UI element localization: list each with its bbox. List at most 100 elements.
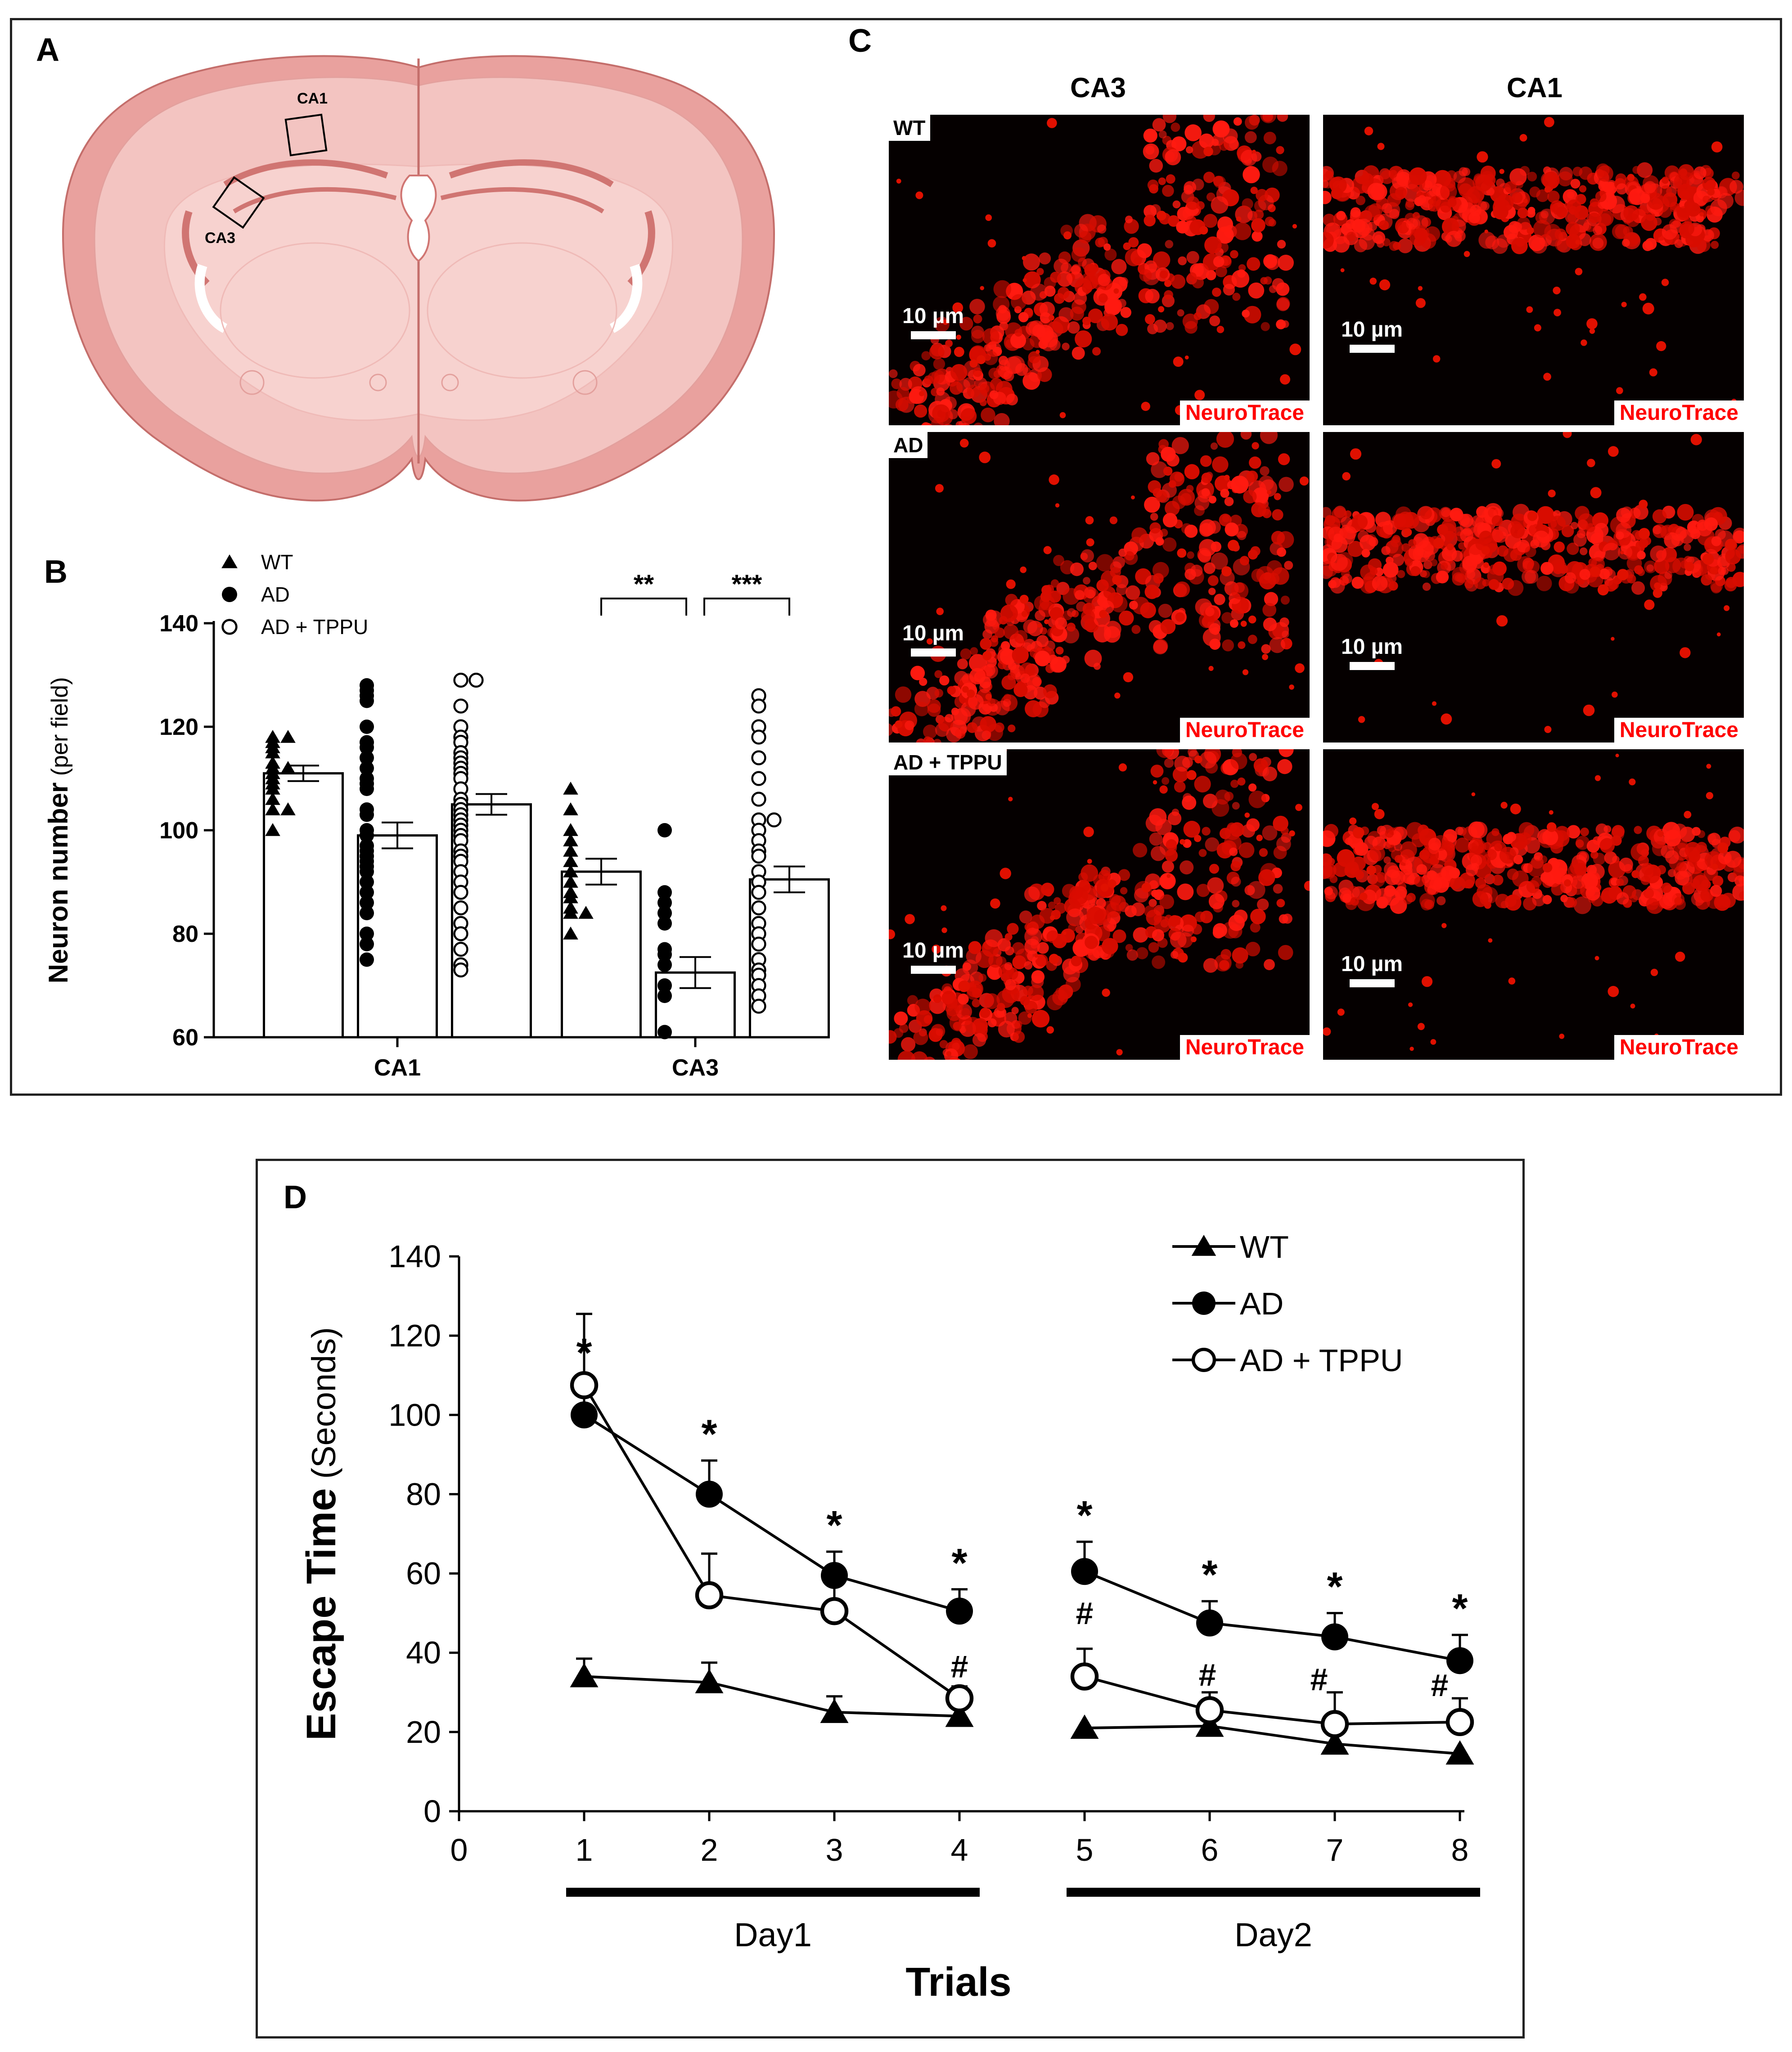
legend-marker [222, 587, 237, 602]
micrograph-ca1-0: 10 µm NeuroTrace [1323, 115, 1744, 425]
y-axis-label-main: Neuron number [43, 783, 73, 984]
data-point [360, 751, 374, 765]
data-point [657, 1025, 672, 1040]
scale-bar: 10 µm [1341, 952, 1403, 987]
data-point [453, 672, 468, 688]
legend-label: AD + TPPU [261, 615, 368, 639]
data-point [1070, 1662, 1099, 1691]
data-point [1321, 1623, 1348, 1651]
significance-bracket [600, 598, 687, 616]
micrograph-ca1-2: 10 µm NeuroTrace [1323, 749, 1744, 1060]
scale-bar-line [1349, 662, 1395, 670]
scale-bar-label: 10 µm [902, 304, 964, 328]
x-tick-label: CA1 [374, 1055, 421, 1081]
data-point [360, 885, 374, 900]
data-point [563, 864, 578, 878]
significance-hash: # [951, 1649, 968, 1684]
panel-d-label: D [284, 1179, 307, 1215]
data-point [695, 1581, 724, 1610]
series-line-wt [584, 1675, 960, 1718]
data-point [751, 792, 766, 807]
data-point [360, 927, 374, 941]
col-title-ca3: CA3 [1070, 72, 1126, 104]
ca1-region-label: CA1 [297, 90, 328, 107]
data-point [265, 792, 280, 805]
x-axis-label: Trials [905, 1960, 1011, 2005]
data-point [751, 999, 766, 1014]
data-point [696, 1480, 723, 1508]
data-point [360, 828, 374, 843]
data-point [946, 1598, 973, 1625]
data-point [360, 740, 374, 755]
data-point [360, 693, 374, 708]
data-point [360, 875, 374, 889]
data-point [453, 962, 468, 978]
legend-label: WT [261, 550, 293, 574]
scale-bar-label: 10 µm [1341, 635, 1403, 659]
data-point [1195, 1696, 1224, 1724]
legend-marker [221, 619, 238, 635]
x-tick-label: 4 [951, 1832, 968, 1868]
data-point [360, 807, 374, 822]
data-point [571, 1401, 598, 1429]
scale-bar: 10 µm [902, 304, 964, 339]
significance-star: * [1452, 1586, 1468, 1631]
x-tick-label: 7 [1326, 1832, 1344, 1868]
data-point [657, 896, 672, 910]
significance-hash: # [1431, 1668, 1449, 1703]
x-tick-label: 5 [1076, 1832, 1094, 1868]
scale-bar-line [1349, 979, 1395, 987]
series-line-ad-tppu [1084, 1675, 1460, 1726]
legend-label: AD + TPPU [1240, 1343, 1403, 1378]
data-point [468, 672, 484, 688]
y-tick-label: 40 [406, 1635, 441, 1670]
data-point [751, 885, 766, 900]
scale-bar-line [910, 966, 956, 974]
data-point [360, 896, 374, 910]
data-point [563, 823, 578, 836]
series-line-ad [1084, 1570, 1460, 1662]
scale-bar: 10 µm [1341, 634, 1403, 670]
data-point [280, 761, 296, 774]
significance-star: * [1202, 1552, 1217, 1598]
data-point [360, 720, 374, 734]
data-point [563, 833, 578, 846]
stain-label: NeuroTrace [1614, 1035, 1744, 1060]
data-point [820, 1597, 849, 1625]
data-point [563, 782, 578, 795]
significance-hash: # [1199, 1657, 1216, 1692]
data-point [453, 926, 468, 941]
data-point [695, 1669, 724, 1693]
stain-label: NeuroTrace [1614, 400, 1744, 425]
data-point [570, 1663, 599, 1688]
x-tick-label: 6 [1201, 1832, 1219, 1868]
y-axis-label: Escape Time (Seconds) [298, 1327, 344, 1741]
micrograph-group-label: WT [889, 115, 930, 141]
data-point [563, 854, 578, 867]
data-point [1070, 1714, 1099, 1739]
scale-bar: 10 µm [1341, 317, 1403, 353]
scale-bar-label: 10 µm [902, 939, 964, 963]
brain-coronal-section-illustration: CA1 CA3 [62, 55, 775, 502]
data-point [1446, 1647, 1473, 1674]
data-point [360, 864, 374, 879]
y-axis-label-unit: (per field) [47, 677, 73, 783]
neuron-number-bar-chart: 60 80 100 120 140 Neuron number (per field) CA… [43, 550, 830, 1081]
data-point [657, 885, 672, 900]
y-tick-label: 100 [388, 1397, 441, 1432]
data-point [751, 848, 766, 864]
micrograph-ca1-1: 10 µm NeuroTrace [1323, 432, 1744, 742]
day-group-label: Day2 [1234, 1916, 1312, 1953]
data-point [751, 771, 766, 786]
x-tick-label: CA3 [672, 1055, 719, 1081]
data-point [751, 729, 766, 745]
day-group-label: Day1 [734, 1916, 812, 1953]
data-point [563, 844, 578, 857]
y-tick-label: 140 [159, 611, 198, 637]
stain-label: NeuroTrace [1180, 718, 1310, 742]
panel-c-label: C [848, 23, 872, 59]
data-point [265, 782, 280, 795]
significance-hash: # [1076, 1596, 1094, 1631]
significance-star: * [701, 1412, 717, 1457]
data-point [360, 761, 374, 775]
